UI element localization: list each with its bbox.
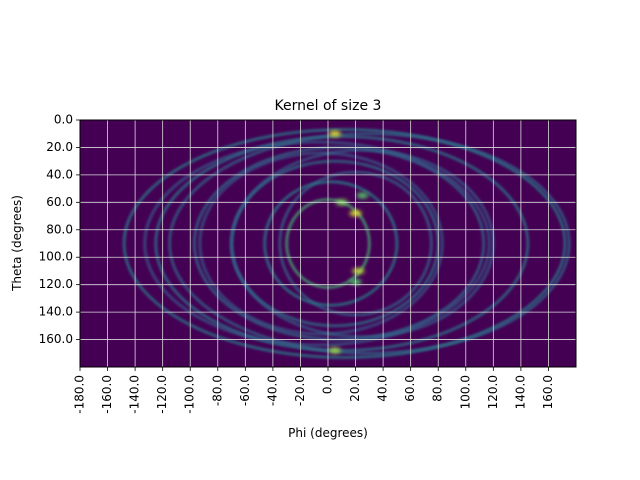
x-tick-label: 160.0	[541, 375, 555, 409]
chart-title: Kernel of size 3	[275, 98, 382, 114]
y-tick-label: 0.0	[54, 113, 73, 127]
y-tick-label: 60.0	[46, 195, 73, 209]
intensity-hotspot	[328, 130, 341, 137]
heatmap-area	[79, 119, 577, 368]
grid-lines	[79, 119, 576, 367]
x-tick-label: -100.0	[183, 375, 197, 414]
intensity-hotspot	[356, 192, 369, 199]
intensity-ring	[263, 180, 399, 307]
x-tick-label: 60.0	[403, 375, 417, 402]
y-tick-label: 20.0	[46, 140, 73, 154]
x-tick-label: -60.0	[238, 375, 252, 406]
intensity-ring	[154, 135, 529, 352]
x-tick-label: -120.0	[155, 375, 169, 414]
x-tick-label: 100.0	[458, 375, 472, 409]
intensity-hotspot	[328, 347, 341, 354]
x-tick-label: 20.0	[348, 375, 362, 402]
y-tick-label: 80.0	[46, 222, 73, 236]
x-tick-label: -20.0	[293, 375, 307, 406]
x-tick-label: -80.0	[210, 375, 224, 406]
x-tick-label: 0.0	[321, 375, 335, 394]
y-tick-label: 160.0	[39, 332, 73, 346]
x-tick-label: 120.0	[486, 375, 500, 409]
y-tick-label: 140.0	[39, 305, 73, 319]
intensity-ring	[168, 132, 571, 355]
intensity-ring	[122, 128, 567, 359]
y-axis-ticks: 0.0 20.0 40.0 60.0 80.0 100.0 120.0 140.0 160.0	[39, 113, 80, 346]
x-tick-label: 40.0	[376, 375, 390, 402]
y-tick-label: 120.0	[39, 277, 73, 291]
x-axis-label: Phi (degrees)	[288, 426, 368, 440]
x-tick-label: -160.0	[100, 375, 114, 414]
intensity-ring	[143, 140, 491, 347]
intensity-hotspot	[352, 267, 365, 274]
x-tick-label: -140.0	[128, 375, 142, 414]
x-tick-label: 80.0	[431, 375, 445, 402]
x-tick-label: 140.0	[513, 375, 527, 409]
y-axis-label: Theta (degrees)	[10, 195, 24, 292]
y-tick-label: 40.0	[46, 167, 73, 181]
y-tick-label: 100.0	[39, 250, 73, 264]
x-axis-ticks: -180.0 -160.0 -140.0 -120.0 -100.0 -80.0 -60.0…	[73, 367, 555, 414]
x-tick-label: -40.0	[265, 375, 279, 406]
x-tick-label: -180.0	[73, 375, 87, 414]
intensity-ring	[198, 151, 444, 336]
